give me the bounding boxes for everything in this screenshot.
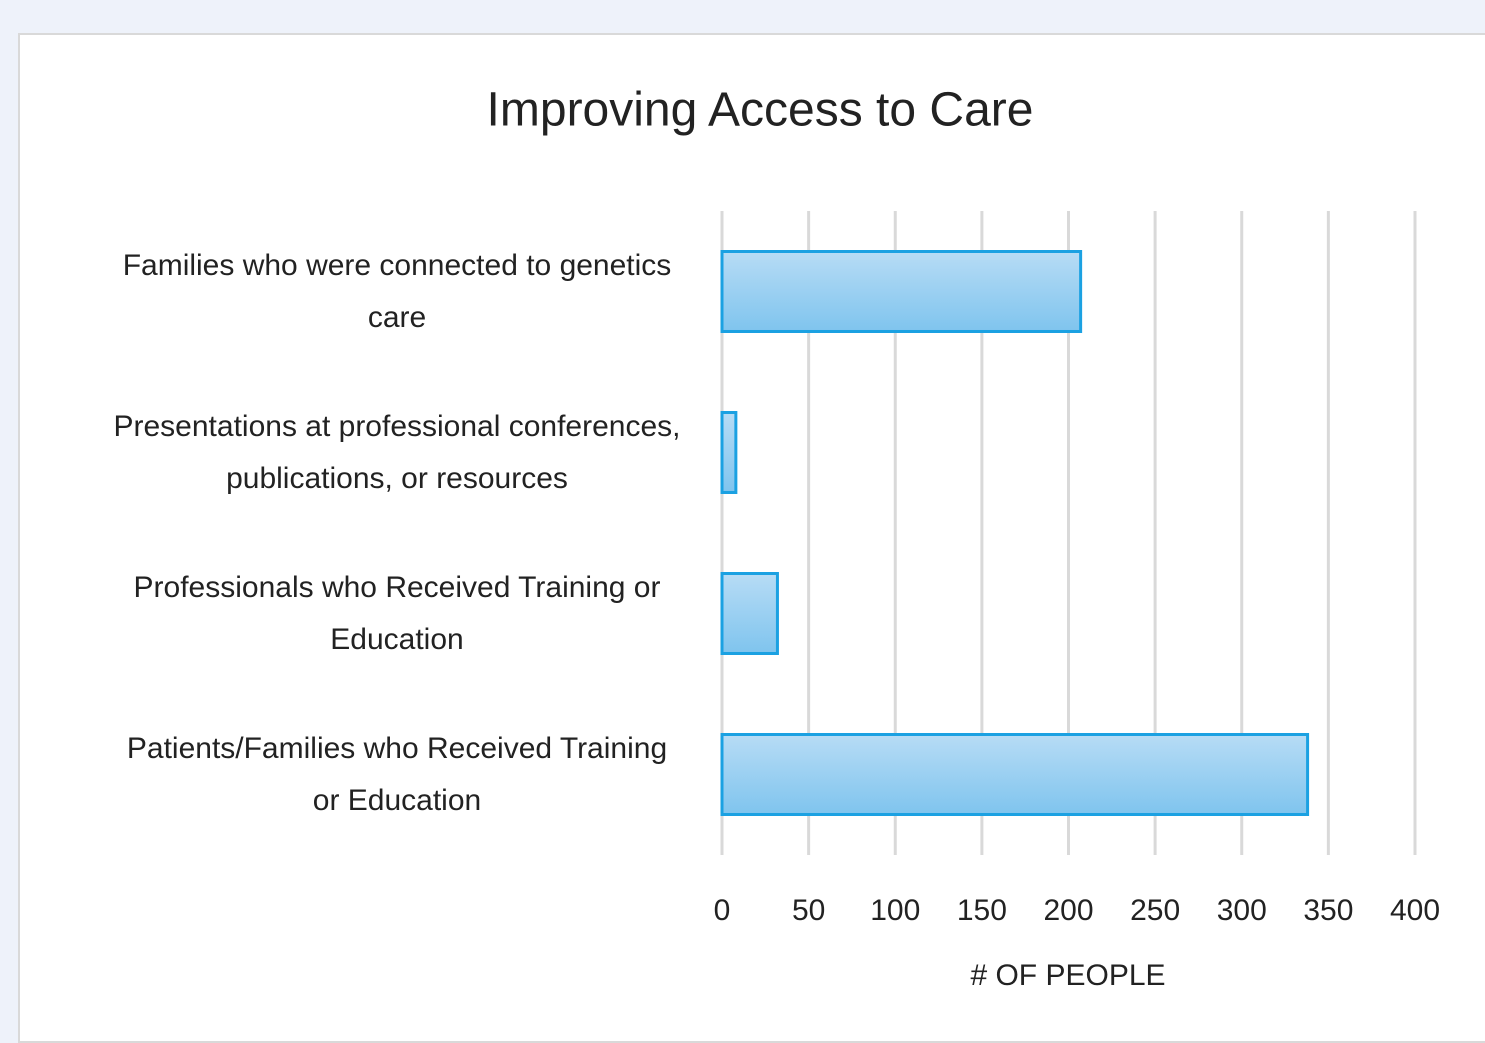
bar — [720, 250, 1083, 333]
bar — [720, 572, 779, 655]
y-tick-label-box: Patients/Families who Received Training … — [82, 723, 682, 827]
x-tick-label: 350 — [1303, 894, 1353, 927]
x-tick-label: 250 — [1130, 894, 1180, 927]
x-tick-label: 300 — [1217, 894, 1267, 927]
chart-title: Improving Access to Care — [487, 84, 1034, 137]
x-tick-label: 100 — [870, 894, 920, 927]
bar — [720, 733, 1310, 816]
y-tick-label: Presentations at professional conference… — [113, 409, 681, 495]
y-tick-label: Families who were connected to genetics … — [122, 248, 672, 334]
y-tick-label-box: Families who were connected to genetics … — [82, 240, 682, 344]
x-tick-label: 400 — [1390, 894, 1440, 927]
x-tick-label: 150 — [957, 894, 1007, 927]
y-tick-label: Patients/Families who Received Training … — [126, 731, 668, 817]
x-axis-label: # OF PEOPLE — [970, 959, 1165, 992]
x-tick-label: 200 — [1043, 894, 1093, 927]
y-tick-label: Professionals who Received Training or E… — [133, 570, 661, 656]
y-tick-label-box: Presentations at professional conference… — [82, 401, 682, 505]
bar — [720, 411, 738, 494]
y-tick-label-box: Professionals who Received Training or E… — [82, 562, 682, 666]
x-tick-label: 50 — [792, 894, 825, 927]
x-tick-label: 0 — [714, 894, 731, 927]
